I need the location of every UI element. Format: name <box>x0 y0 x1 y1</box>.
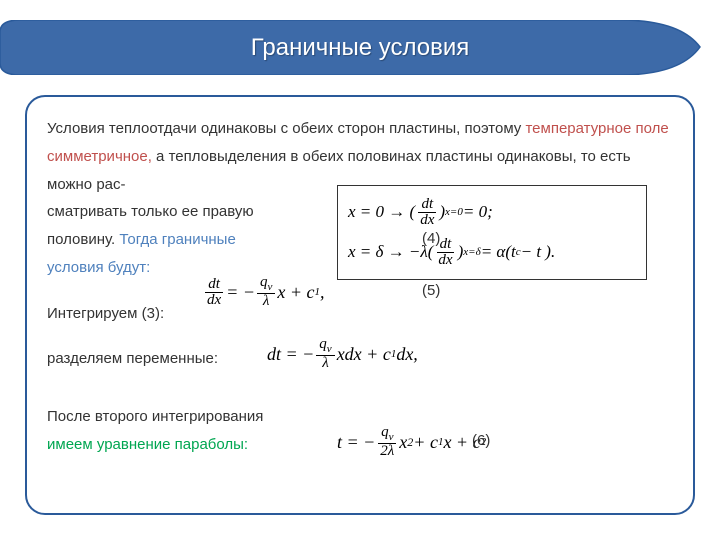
frac-num: qv <box>316 337 334 356</box>
eq5-lhs-frac: dt dx <box>204 277 224 308</box>
p4-a: разделяем переменные: <box>47 350 218 367</box>
frac-den: dx <box>417 213 437 228</box>
qv-v: v <box>327 343 332 355</box>
equation-6: t = − qv 2λ x 2 + c 1 x + c 2 <box>337 425 486 459</box>
eq-label-5: (5) <box>422 282 440 299</box>
qv-q: q <box>381 424 389 440</box>
frac-den: λ <box>319 356 332 371</box>
eq6-lhs: t = − <box>337 432 375 453</box>
frac-den: dx <box>204 293 224 308</box>
eq6-plus: + c <box>413 432 438 453</box>
eq-label-6: (6) <box>472 432 490 449</box>
qv-v: v <box>267 281 272 293</box>
title-banner: Граничные условия <box>0 20 720 75</box>
eq4-l2-rhs: = α(t <box>481 243 516 262</box>
qv-q: q <box>319 336 327 352</box>
p2-b: половину. <box>47 231 119 248</box>
eqsep-tail: dx, <box>396 344 418 365</box>
eq4-l1-sub: x=0 <box>445 206 463 218</box>
eqsep-rhs: xdx + c <box>337 344 391 365</box>
eq6-frac: qv 2λ <box>377 425 397 459</box>
eq4-l1-lhs: x = 0 → ( <box>348 203 415 222</box>
eq5-rhs-frac: qv λ <box>257 275 275 309</box>
eq4-line1: x = 0 → ( dt dx ) x=0 = 0; <box>348 192 636 232</box>
p2-blue: Тогда граничные <box>119 231 235 248</box>
frac-num: dt <box>418 197 436 213</box>
frac-den: λ <box>260 294 273 309</box>
eq-label-4: (4) <box>422 230 440 247</box>
eq5-mid: = − <box>226 282 255 303</box>
eq5-rhs: x + c <box>277 282 314 303</box>
eqsep-lhs: dt = − <box>267 344 314 365</box>
frac-den: dx <box>435 253 455 268</box>
eq4-l1-frac: dt dx <box>417 197 437 228</box>
frac-num: qv <box>257 275 275 294</box>
eq4-l2-sub: x=δ <box>463 246 480 258</box>
slide-title: Граничные условия <box>0 34 720 62</box>
p5-a: После второго интегрирования <box>47 408 263 425</box>
eq6-x: x <box>399 432 407 453</box>
p3-a: Интегрируем (3): <box>47 305 164 322</box>
eq4-l2-tail: − t ). <box>521 243 556 262</box>
equation-separated: dt = − qv λ xdx + c 1 dx, <box>267 337 418 371</box>
p1-a: Условия теплоотдачи одинаковы с обеих ст… <box>47 120 525 137</box>
eq4-l1-rhs: = 0; <box>463 203 493 222</box>
frac-den: 2λ <box>377 444 397 459</box>
content-frame: Условия теплоотдачи одинаковы с обеих ст… <box>25 95 695 515</box>
equation-box-4: x = 0 → ( dt dx ) x=0 = 0; x = δ → −λ( d… <box>337 185 647 280</box>
frac-num: dt <box>205 277 223 293</box>
qv-v: v <box>389 431 394 443</box>
eqsep-frac: qv λ <box>316 337 334 371</box>
eq4-line2: x = δ → −λ( dt dx ) x=δ = α(t c − t ). <box>348 232 636 272</box>
frac-num: qv <box>378 425 396 444</box>
eq5-tail: , <box>320 282 325 303</box>
equation-5: dt dx = − qv λ x + c 1 , <box>202 275 324 309</box>
eq4-l2-lhs: x = δ → −λ( <box>348 243 433 262</box>
row-integrate: Интегрируем (3): <box>47 300 673 328</box>
